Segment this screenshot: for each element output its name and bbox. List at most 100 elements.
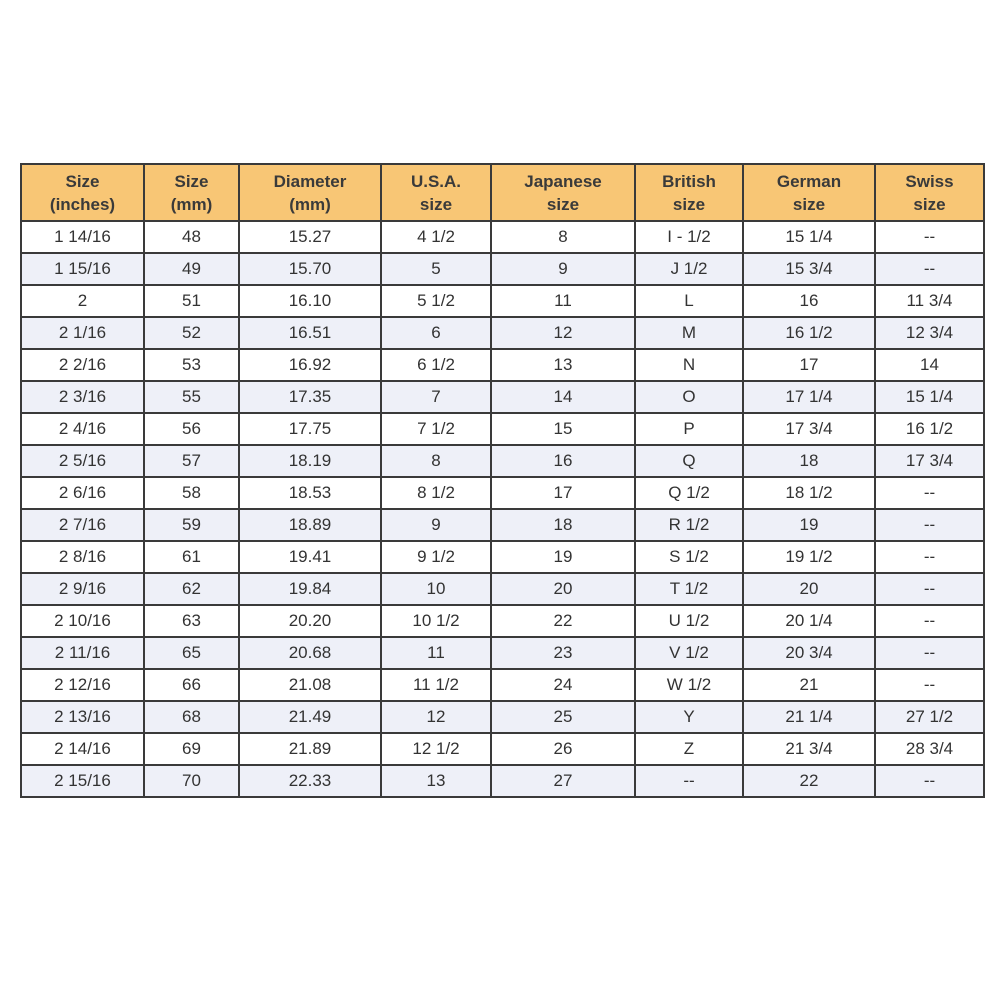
cell-swiss-size: 14 [874, 348, 985, 382]
cell-japanese-size: 24 [490, 668, 636, 702]
cell-japanese-size: 20 [490, 572, 636, 606]
table-row: 2 8/16 61 19.41 9 1/2 19 S 1/2 19 1/2 -- [20, 540, 985, 574]
cell-usa-size: 13 [380, 764, 492, 798]
cell-japanese-size: 13 [490, 348, 636, 382]
cell-swiss-size: 12 3/4 [874, 316, 985, 350]
cell-british-size: I - 1/2 [634, 220, 744, 254]
table-row: 2 1/16 52 16.51 6 12 M 16 1/2 12 3/4 [20, 316, 985, 350]
header-usa-size: U.S.A. size [380, 163, 492, 222]
cell-british-size: Q [634, 444, 744, 478]
cell-size-inches: 2 3/16 [20, 380, 145, 414]
cell-usa-size: 11 [380, 636, 492, 670]
table-row: 2 14/16 69 21.89 12 1/2 26 Z 21 3/4 28 3/4 [20, 732, 985, 766]
cell-swiss-size: -- [874, 476, 985, 510]
cell-swiss-size: -- [874, 764, 985, 798]
cell-japanese-size: 9 [490, 252, 636, 286]
cell-swiss-size: 16 1/2 [874, 412, 985, 446]
cell-diameter-mm: 17.35 [238, 380, 382, 414]
cell-german-size: 18 1/2 [742, 476, 876, 510]
cell-size-mm: 66 [143, 668, 240, 702]
cell-japanese-size: 25 [490, 700, 636, 734]
cell-german-size: 19 1/2 [742, 540, 876, 574]
cell-usa-size: 6 1/2 [380, 348, 492, 382]
table-row: 2 9/16 62 19.84 10 20 T 1/2 20 -- [20, 572, 985, 606]
cell-size-mm: 63 [143, 604, 240, 638]
cell-british-size: J 1/2 [634, 252, 744, 286]
ring-size-table: Size (inches) Size (mm) Diameter (mm) U.S.A. si… [20, 163, 985, 798]
header-size-inches: Size (inches) [20, 163, 145, 222]
cell-size-inches: 2 6/16 [20, 476, 145, 510]
cell-usa-size: 10 1/2 [380, 604, 492, 638]
cell-japanese-size: 8 [490, 220, 636, 254]
cell-british-size: W 1/2 [634, 668, 744, 702]
header-diameter-mm: Diameter (mm) [238, 163, 382, 222]
header-text: (mm) [170, 194, 213, 214]
cell-german-size: 17 3/4 [742, 412, 876, 446]
header-text: Swiss [905, 171, 954, 191]
header-text: Japanese [524, 171, 602, 191]
cell-size-mm: 57 [143, 444, 240, 478]
cell-size-inches: 2 8/16 [20, 540, 145, 574]
cell-diameter-mm: 19.84 [238, 572, 382, 606]
cell-diameter-mm: 21.49 [238, 700, 382, 734]
cell-size-inches: 1 14/16 [20, 220, 145, 254]
cell-size-inches: 2 9/16 [20, 572, 145, 606]
cell-size-mm: 61 [143, 540, 240, 574]
cell-german-size: 15 1/4 [742, 220, 876, 254]
cell-diameter-mm: 18.53 [238, 476, 382, 510]
cell-size-inches: 2 4/16 [20, 412, 145, 446]
cell-size-inches: 2 [20, 284, 145, 318]
table-row: 2 6/16 58 18.53 8 1/2 17 Q 1/2 18 1/2 -- [20, 476, 985, 510]
header-text: size [792, 194, 826, 214]
cell-size-mm: 58 [143, 476, 240, 510]
cell-german-size: 22 [742, 764, 876, 798]
header-text: size [546, 194, 580, 214]
header-text: British [662, 171, 716, 191]
cell-swiss-size: 28 3/4 [874, 732, 985, 766]
cell-size-mm: 56 [143, 412, 240, 446]
cell-size-inches: 2 2/16 [20, 348, 145, 382]
cell-japanese-size: 12 [490, 316, 636, 350]
cell-swiss-size: -- [874, 540, 985, 574]
header-swiss-size: Swiss size [874, 163, 985, 222]
cell-usa-size: 8 [380, 444, 492, 478]
table-row: 2 4/16 56 17.75 7 1/2 15 P 17 3/4 16 1/2 [20, 412, 985, 446]
table-row: 2 5/16 57 18.19 8 16 Q 18 17 3/4 [20, 444, 985, 478]
table-row: 2 13/16 68 21.49 12 25 Y 21 1/4 27 1/2 [20, 700, 985, 734]
cell-diameter-mm: 19.41 [238, 540, 382, 574]
cell-british-size: -- [634, 764, 744, 798]
cell-british-size: Q 1/2 [634, 476, 744, 510]
table-row: 2 11/16 65 20.68 11 23 V 1/2 20 3/4 -- [20, 636, 985, 670]
cell-size-inches: 2 7/16 [20, 508, 145, 542]
cell-swiss-size: 11 3/4 [874, 284, 985, 318]
cell-german-size: 20 [742, 572, 876, 606]
cell-usa-size: 12 1/2 [380, 732, 492, 766]
cell-british-size: O [634, 380, 744, 414]
cell-size-mm: 65 [143, 636, 240, 670]
cell-japanese-size: 16 [490, 444, 636, 478]
cell-german-size: 17 [742, 348, 876, 382]
cell-british-size: M [634, 316, 744, 350]
cell-usa-size: 7 [380, 380, 492, 414]
cell-swiss-size: 17 3/4 [874, 444, 985, 478]
cell-size-inches: 2 11/16 [20, 636, 145, 670]
cell-size-mm: 69 [143, 732, 240, 766]
cell-usa-size: 5 1/2 [380, 284, 492, 318]
cell-japanese-size: 17 [490, 476, 636, 510]
header-british-size: British size [634, 163, 744, 222]
cell-diameter-mm: 21.08 [238, 668, 382, 702]
cell-diameter-mm: 16.51 [238, 316, 382, 350]
header-text: (inches) [49, 194, 116, 214]
cell-german-size: 21 3/4 [742, 732, 876, 766]
cell-diameter-mm: 16.10 [238, 284, 382, 318]
cell-usa-size: 8 1/2 [380, 476, 492, 510]
cell-british-size: U 1/2 [634, 604, 744, 638]
cell-swiss-size: -- [874, 220, 985, 254]
header-text: (mm) [289, 194, 331, 214]
table-row: 1 14/16 48 15.27 4 1/2 8 I - 1/2 15 1/4 -- [20, 220, 985, 254]
cell-german-size: 17 1/4 [742, 380, 876, 414]
cell-size-inches: 2 13/16 [20, 700, 145, 734]
table-row: 2 2/16 53 16.92 6 1/2 13 N 17 14 [20, 348, 985, 382]
cell-german-size: 15 3/4 [742, 252, 876, 286]
cell-usa-size: 11 1/2 [380, 668, 492, 702]
